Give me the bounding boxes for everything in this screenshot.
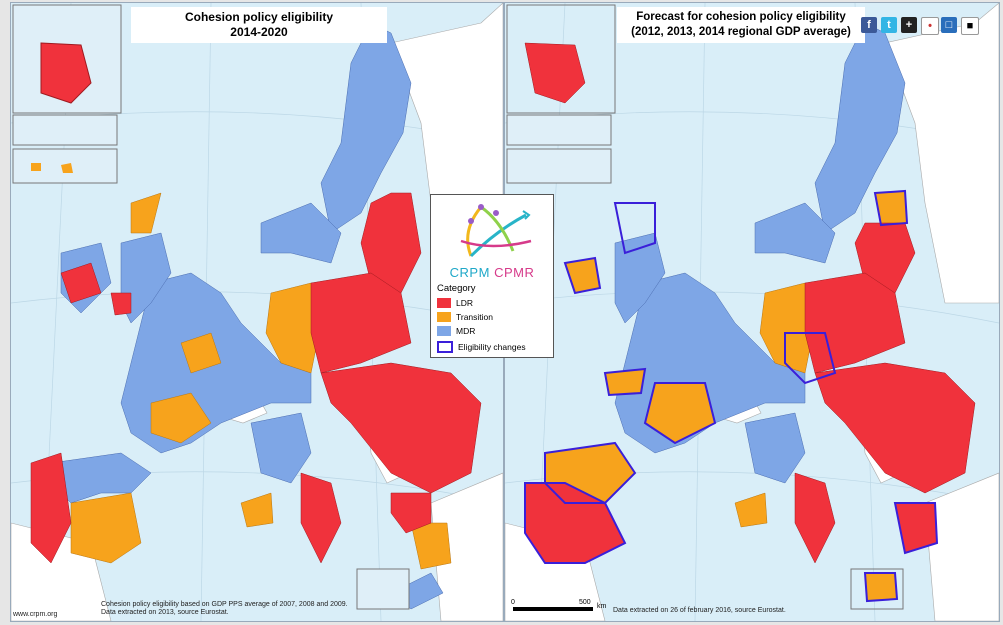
legend-swatch-mdr [437,326,451,336]
title-line-2: (2012, 2013, 2014 regional GDP average) [631,26,851,38]
legend-item-transition: Transition [437,311,493,323]
logo-wordmark: CRPM CPMR [431,265,553,280]
legend-item-ldr: LDR [437,297,473,309]
sweden-south-mdr [260,202,342,264]
source-note-forecast: Data extracted on 26 of february 2016, s… [613,607,786,614]
legend-swatch-ldr [437,298,451,308]
map-panel-forecast: Forecast for cohesion policy eligibility… [504,2,1000,622]
europe-map-current [11,3,503,621]
poland-ldr [310,272,412,374]
legend-label-mdr: MDR [456,326,476,336]
legend-label-ldr: LDR [456,298,474,308]
source-line-2: Data extracted on 2013, source Eurostat. [101,609,229,616]
legend-item-changes: Eligibility changes [437,341,526,353]
south-italy-ldr [300,472,342,564]
legend-item-mdr: MDR [437,325,475,337]
legend-swatch-changes [437,341,453,353]
credit-link[interactable]: www.crpm.org [13,611,58,618]
outermost-insets [12,4,410,610]
scale-start-label: 0 [511,599,515,606]
portugal-ldr [30,452,72,564]
scale-unit-label: km [597,603,607,610]
linkedin-icon[interactable]: □ [941,17,957,33]
east-europe-ldr [320,362,482,494]
facebook-icon[interactable]: f [861,17,877,33]
legend-swatch-transition [437,312,451,322]
map-title-forecast: Forecast for cohesion policy eligibility… [617,7,865,43]
baltics-ldr [360,192,422,294]
scale-bar [513,607,593,611]
greece-ldr [390,492,432,534]
eligibility-change-outlines [524,189,939,603]
title-line-1: Forecast for cohesion policy eligibility [636,11,846,23]
legend-label-transition: Transition [456,312,494,322]
logo-text-cpmr: CPMR [494,265,535,280]
source-line-1: Cohesion policy eligibility based on GDP… [101,601,348,608]
sardinia-transition [240,492,274,528]
scotland-transition [130,192,162,234]
spain-transition [70,492,142,564]
europe-map-forecast [505,3,999,621]
title-line-1: Cohesion policy eligibility [184,10,334,24]
ireland-ldr [60,262,102,304]
italy-north-mdr [250,412,312,484]
france-transition [150,392,212,444]
digg-icon[interactable]: • [921,17,939,35]
scale-end-label: 500 [579,599,591,606]
map-panel-current: Cohesion policy eligibility 2014-2020 Co… [10,2,504,622]
greece-transition [410,522,452,570]
crpm-logo [460,204,532,258]
map-title-current: Cohesion policy eligibility 2014-2020 [131,7,387,43]
source-note-current: Cohesion policy eligibility based on GDP… [101,601,348,617]
legend-title: Category [437,283,476,294]
outermost-insets-forecast [506,4,904,610]
delicious-icon[interactable]: ■ [961,17,979,35]
addthis-icon[interactable]: + [901,17,917,33]
title-line-2: 2014-2020 [230,25,288,39]
scandinavia-mdr [320,22,412,234]
legend-label-changes: Eligibility changes [458,342,526,352]
map-legend: CRPM CPMR Category LDR Transition MDR El… [430,194,554,358]
twitter-icon[interactable]: t [881,17,897,33]
benelux-transition [180,332,222,374]
logo-text-crpm: CRPM [449,265,490,280]
wales-ldr [110,292,132,316]
